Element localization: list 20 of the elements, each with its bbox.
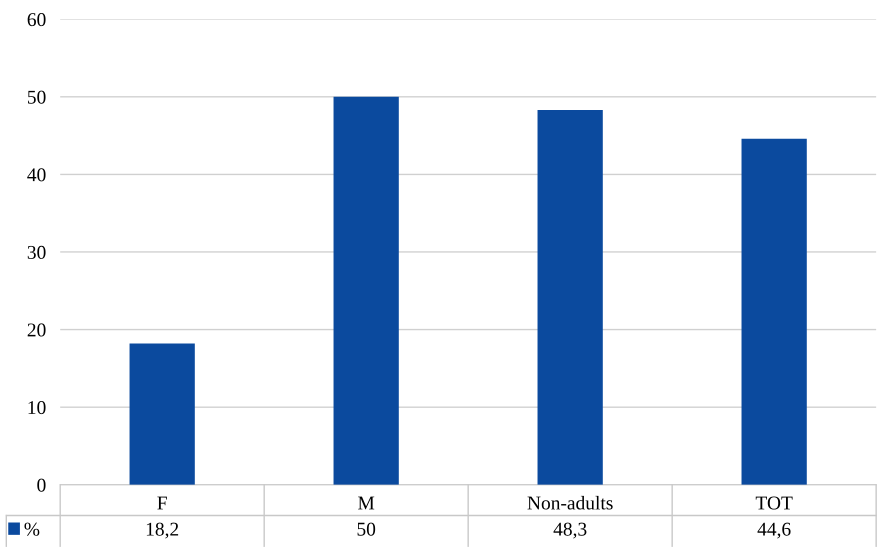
y-tick-label: 10 bbox=[28, 400, 46, 414]
legend-label: % bbox=[24, 522, 40, 536]
data-label: 18,2 bbox=[146, 522, 178, 539]
x-tick-label: M bbox=[358, 496, 374, 510]
y-tick-label: 60 bbox=[28, 13, 46, 26]
y-tick-label: 0 bbox=[37, 478, 46, 492]
data-label: 48,3 bbox=[554, 522, 586, 539]
data-label: 44,6 bbox=[758, 522, 791, 539]
bar bbox=[742, 138, 807, 485]
y-tick-label: 50 bbox=[28, 90, 46, 104]
x-tick-label: TOT bbox=[756, 496, 793, 510]
bar bbox=[130, 344, 195, 485]
bar bbox=[538, 110, 603, 485]
bar bbox=[334, 96, 399, 485]
y-tick-label: 30 bbox=[28, 246, 46, 259]
x-tick-label: Non-adults bbox=[528, 496, 613, 510]
x-tick-label: F bbox=[157, 496, 167, 510]
data-label: 50 bbox=[358, 522, 376, 536]
y-tick-label: 20 bbox=[28, 323, 46, 337]
y-tick-label: 40 bbox=[27, 168, 46, 182]
